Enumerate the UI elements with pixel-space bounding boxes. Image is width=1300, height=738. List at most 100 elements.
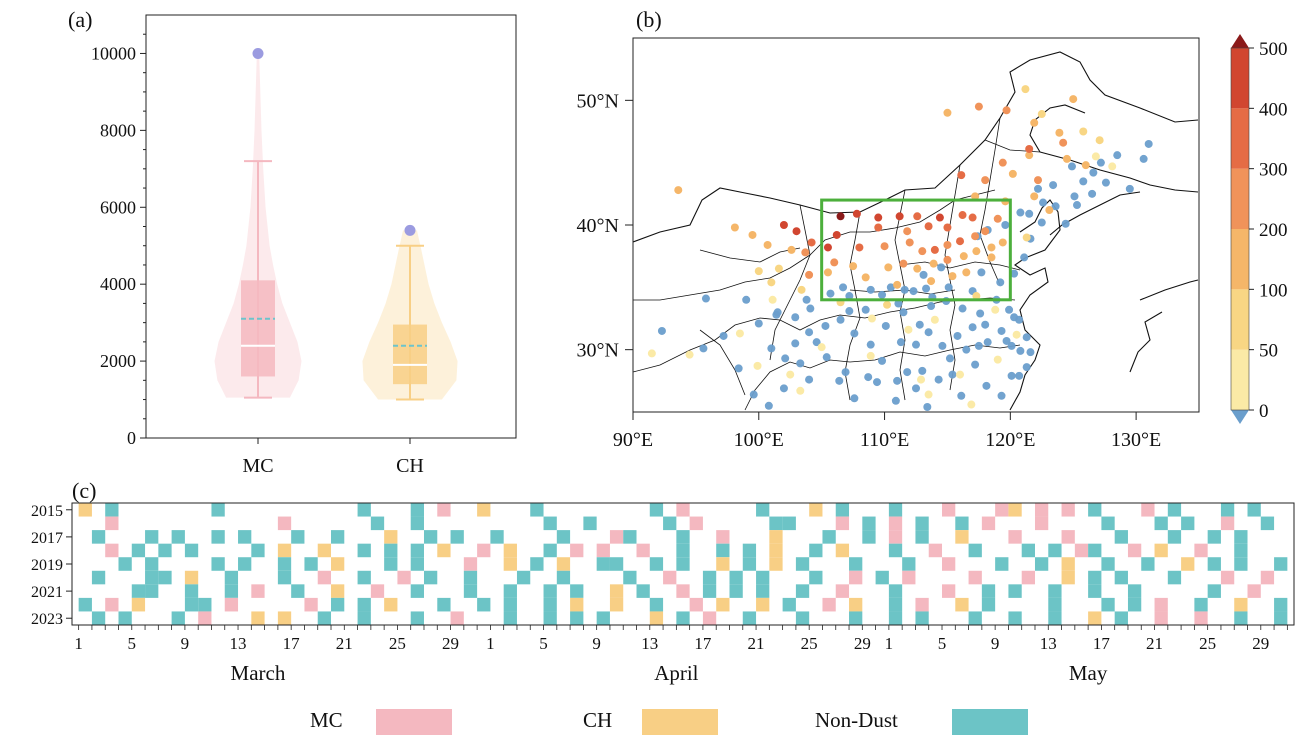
day-cell xyxy=(1021,543,1035,558)
station-nondust xyxy=(909,287,918,296)
day-cell xyxy=(91,570,106,585)
station-nondust xyxy=(791,313,800,322)
day-cell xyxy=(1088,611,1102,625)
day-cell xyxy=(1247,584,1261,598)
station-nondust xyxy=(944,283,953,292)
day-cell xyxy=(1127,584,1142,598)
day-cell xyxy=(1034,516,1049,531)
station-dust xyxy=(1034,176,1043,185)
day-cell xyxy=(1220,516,1235,531)
day-cell xyxy=(556,557,571,571)
day-cell xyxy=(477,543,491,558)
day-cell xyxy=(835,543,850,558)
day-cell xyxy=(251,543,265,558)
day-cell xyxy=(756,584,770,598)
legend-label: MC xyxy=(310,708,343,732)
x-tick-label: MC xyxy=(242,455,273,477)
day-tick-label: 29 xyxy=(1252,634,1269,653)
day-cell xyxy=(556,530,571,544)
day-cell xyxy=(1274,611,1288,625)
day-cell xyxy=(623,530,637,544)
year-tick-label: 2017 xyxy=(31,530,63,547)
day-cell xyxy=(1154,611,1168,625)
day-cell xyxy=(1061,530,1075,544)
station-nondust xyxy=(912,340,920,349)
day-cell xyxy=(995,503,1009,517)
station-dust xyxy=(685,350,694,359)
station-dust xyxy=(730,223,739,232)
station-dust xyxy=(895,212,904,221)
day-cell xyxy=(756,503,770,517)
station-dust xyxy=(917,375,926,384)
day-cell xyxy=(477,503,491,517)
station-dust xyxy=(987,243,996,252)
day-cell xyxy=(357,570,371,585)
colorbar-tick-label: 0 xyxy=(1259,401,1269,422)
day-cell xyxy=(384,557,398,571)
map-area xyxy=(633,51,1199,412)
station-dust xyxy=(836,212,845,221)
station-dust xyxy=(1030,192,1039,201)
day-cell xyxy=(849,557,863,571)
station-nondust xyxy=(796,359,805,368)
station-dust xyxy=(1108,162,1117,171)
coastline xyxy=(1139,279,1199,301)
day-cell xyxy=(1088,570,1102,585)
legend-label: Non-Dust xyxy=(815,708,898,732)
day-cell xyxy=(171,611,185,625)
day-cell xyxy=(915,597,929,612)
day-cell xyxy=(676,503,690,517)
day-cell xyxy=(609,584,624,598)
day-cell xyxy=(91,611,106,625)
day-cell xyxy=(1181,557,1195,571)
day-cell xyxy=(570,584,584,598)
day-cell xyxy=(251,584,265,598)
station-nondust xyxy=(866,285,875,294)
day-cell xyxy=(1234,597,1248,612)
study-region-box xyxy=(820,198,1012,302)
day-cell xyxy=(317,543,332,558)
coastline xyxy=(1129,311,1163,373)
province-border xyxy=(899,261,1021,271)
day-cell xyxy=(689,597,703,612)
day-cell xyxy=(543,516,557,531)
day-cell xyxy=(304,557,318,571)
day-cell xyxy=(1088,543,1102,558)
day-cell xyxy=(795,584,810,598)
day-cell xyxy=(118,557,132,571)
day-cell xyxy=(78,597,92,612)
station-nondust xyxy=(1089,168,1098,177)
day-cell xyxy=(981,516,996,531)
colorbar-segment xyxy=(1231,108,1249,169)
panel-c-label: (c) xyxy=(72,478,96,503)
country-border xyxy=(633,51,1199,243)
station-dust xyxy=(959,252,968,261)
day-cell xyxy=(676,611,690,625)
day-cell xyxy=(503,543,517,558)
station-dust xyxy=(948,272,957,281)
day-cell xyxy=(649,557,664,571)
day-cell xyxy=(649,503,664,517)
station-nondust xyxy=(1113,151,1122,160)
outlier-point xyxy=(252,47,264,59)
station-dust xyxy=(1059,138,1068,147)
day-cell xyxy=(384,530,398,544)
day-cell xyxy=(822,530,836,544)
station-dust xyxy=(817,343,826,352)
station-nondust xyxy=(878,356,887,365)
colorbar-segment xyxy=(1231,229,1249,290)
day-cell xyxy=(91,530,106,544)
lon-tick-label: 110°E xyxy=(860,429,909,451)
province-border xyxy=(844,211,861,401)
station-nondust xyxy=(886,283,895,292)
station-nondust xyxy=(900,285,909,294)
day-cell xyxy=(649,611,664,625)
day-cell xyxy=(888,503,903,517)
station-nondust xyxy=(996,278,1005,287)
day-cell xyxy=(384,597,398,612)
station-nondust xyxy=(719,331,728,340)
station-nondust xyxy=(903,368,912,377)
day-cell xyxy=(729,570,743,585)
day-cell xyxy=(849,611,863,625)
lat-tick-label: 30°N xyxy=(577,340,619,362)
